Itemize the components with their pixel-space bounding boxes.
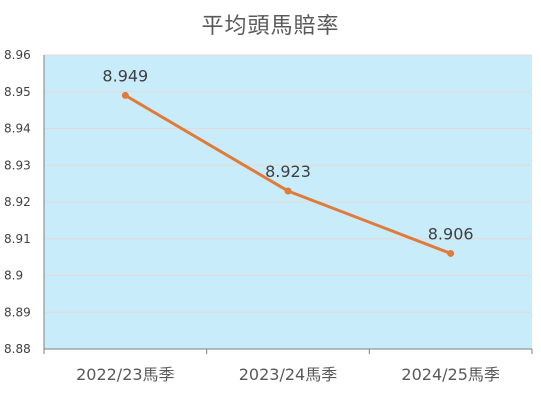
data-point bbox=[121, 91, 129, 99]
data-label: 8.906 bbox=[428, 224, 474, 243]
y-tick-label: 8.95 bbox=[4, 85, 31, 99]
y-tick-label: 8.91 bbox=[4, 232, 31, 246]
data-labels: 8.949 8.923 8.906 bbox=[102, 66, 473, 243]
series bbox=[121, 91, 455, 257]
x-tick-label: 2023/24馬季 bbox=[239, 365, 337, 384]
y-tick-labels: 8.96 8.95 8.94 8.93 8.92 8.91 8.9 8.89 8.88 bbox=[4, 48, 31, 356]
y-tick-label: 8.88 bbox=[4, 342, 31, 356]
chart-title: 平均頭馬賠率 bbox=[201, 14, 340, 39]
y-tick-label: 8.94 bbox=[4, 122, 31, 136]
data-label: 8.923 bbox=[265, 162, 311, 181]
x-tick-label: 2022/23馬季 bbox=[76, 365, 174, 384]
y-tick-label: 8.9 bbox=[4, 269, 23, 283]
data-point bbox=[447, 249, 455, 257]
data-label: 8.949 bbox=[102, 66, 148, 85]
y-tick-label: 8.96 bbox=[4, 48, 31, 62]
data-point bbox=[284, 187, 292, 195]
axes bbox=[43, 55, 533, 354]
y-tick-label: 8.89 bbox=[4, 305, 31, 319]
x-tick-labels: 2022/23馬季 2023/24馬季 2024/25馬季 bbox=[76, 365, 500, 384]
x-tick-label: 2024/25馬季 bbox=[401, 365, 499, 384]
y-tick-label: 8.92 bbox=[4, 195, 31, 209]
gridlines bbox=[44, 54, 532, 313]
y-tick-label: 8.93 bbox=[4, 158, 31, 172]
